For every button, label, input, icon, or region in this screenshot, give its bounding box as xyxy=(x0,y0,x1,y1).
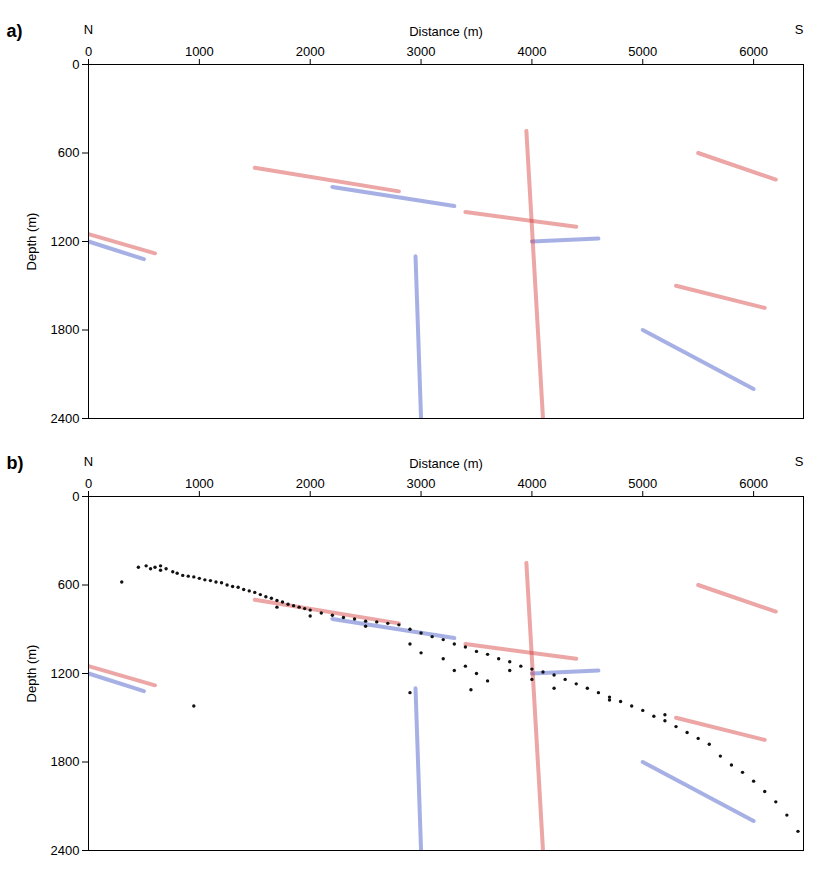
svg-text:2400: 2400 xyxy=(51,843,80,858)
svg-text:5000: 5000 xyxy=(628,476,657,491)
svg-text:600: 600 xyxy=(58,577,80,592)
svg-text:N: N xyxy=(84,22,93,37)
svg-text:b): b) xyxy=(7,453,24,473)
svg-text:2400: 2400 xyxy=(51,411,80,426)
svg-text:Distance (m): Distance (m) xyxy=(409,24,483,39)
svg-text:3000: 3000 xyxy=(407,476,436,491)
svg-text:3000: 3000 xyxy=(407,44,436,59)
svg-text:5000: 5000 xyxy=(628,44,657,59)
svg-text:1200: 1200 xyxy=(51,234,80,249)
svg-text:1200: 1200 xyxy=(51,666,80,681)
svg-text:1000: 1000 xyxy=(185,44,214,59)
svg-text:6000: 6000 xyxy=(739,476,768,491)
svg-text:1800: 1800 xyxy=(51,322,80,337)
svg-text:0: 0 xyxy=(85,476,92,491)
svg-text:1000: 1000 xyxy=(185,476,214,491)
svg-text:Distance (m): Distance (m) xyxy=(409,456,483,471)
svg-text:0: 0 xyxy=(72,57,79,72)
svg-text:6000: 6000 xyxy=(739,44,768,59)
svg-text:4000: 4000 xyxy=(517,44,546,59)
svg-text:600: 600 xyxy=(58,145,80,160)
svg-text:2000: 2000 xyxy=(296,44,325,59)
svg-text:S: S xyxy=(795,22,804,37)
svg-text:1800: 1800 xyxy=(51,754,80,769)
svg-text:2000: 2000 xyxy=(296,476,325,491)
svg-text:Depth (m): Depth (m) xyxy=(24,213,39,271)
svg-text:S: S xyxy=(795,454,804,469)
svg-text:a): a) xyxy=(7,21,23,41)
svg-text:4000: 4000 xyxy=(517,476,546,491)
svg-text:0: 0 xyxy=(85,44,92,59)
svg-text:N: N xyxy=(84,454,93,469)
svg-text:0: 0 xyxy=(72,489,79,504)
svg-text:Depth (m): Depth (m) xyxy=(24,645,39,703)
